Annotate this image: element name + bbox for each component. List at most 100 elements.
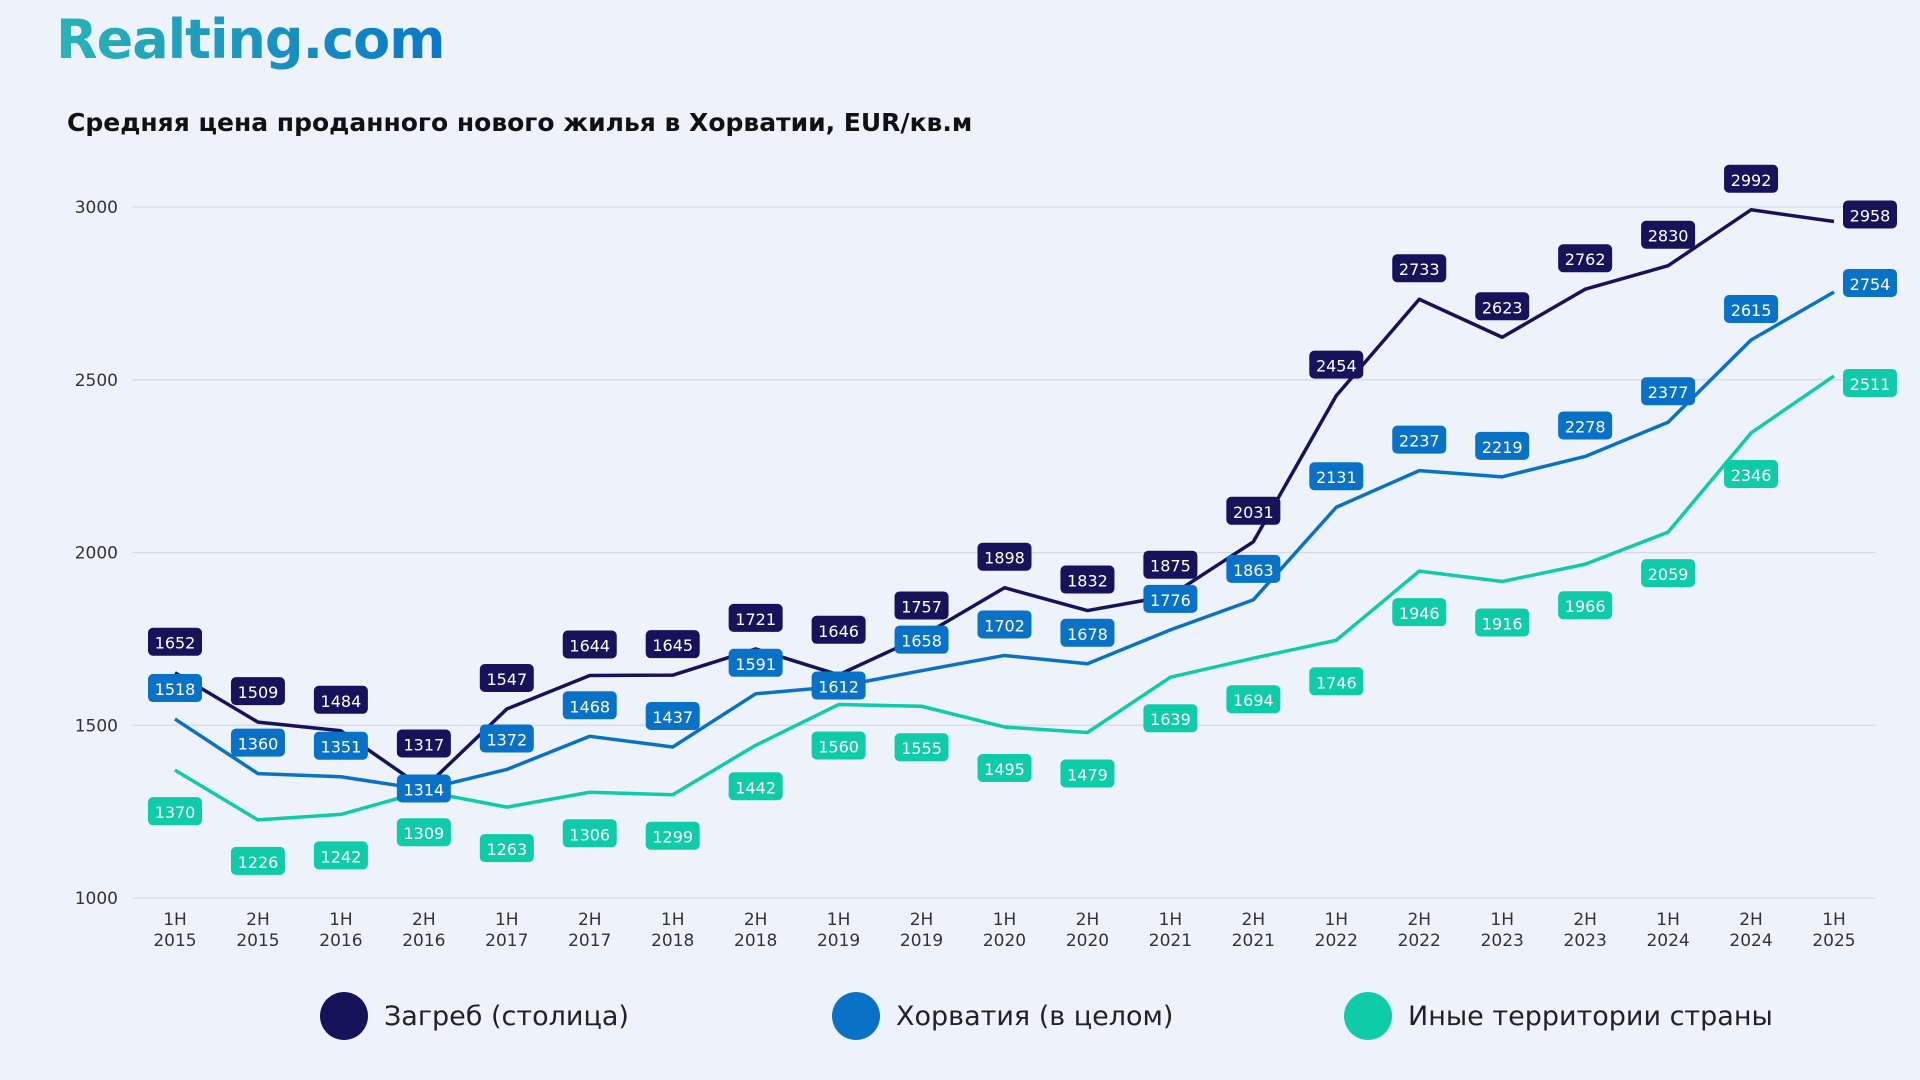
data-label: 1946 (1392, 598, 1447, 627)
data-label-bg (230, 677, 285, 706)
x-tick-year: 2019 (817, 931, 860, 951)
data-label: 1832 (1060, 565, 1115, 594)
data-label-text: 2754 (1850, 275, 1891, 294)
x-tick-half: 2H (744, 910, 768, 930)
data-label-bg (1143, 550, 1198, 579)
data-label-bg (1641, 220, 1696, 249)
x-tick-half: 1H (1159, 910, 1183, 930)
data-label-text: 1360 (238, 735, 279, 754)
data-label-text: 2278 (1565, 417, 1606, 436)
x-tick-half: 1H (163, 910, 187, 930)
data-label: 1317 (396, 729, 451, 758)
data-label-text: 1263 (486, 840, 527, 859)
data-label: 2733 (1392, 254, 1447, 283)
data-label-bg (894, 591, 949, 620)
x-tick-year: 2016 (319, 931, 362, 951)
data-label: 1226 (230, 846, 285, 875)
series-line (174, 290, 1835, 792)
data-label: 1442 (728, 772, 783, 801)
data-label-bg (1558, 591, 1613, 620)
x-tick-half: 1H (329, 910, 353, 930)
data-label: 1370 (148, 797, 202, 826)
data-label-bg (1843, 268, 1897, 297)
data-label-bg (1143, 704, 1198, 733)
data-label: 1306 (562, 819, 617, 848)
data-label-text: 1757 (901, 597, 942, 616)
data-label-text: 1306 (569, 825, 610, 844)
data-label: 1547 (479, 664, 534, 693)
x-tick-half: 2H (1573, 910, 1597, 930)
x-tick-half: 1H (993, 910, 1017, 930)
data-label-text: 1652 (155, 634, 196, 653)
data-label: 2031 (1226, 496, 1281, 525)
data-label-text: 1644 (569, 636, 610, 655)
x-tick-label: 2H 2023 (1564, 910, 1607, 951)
data-label-bg (1226, 496, 1281, 525)
data-label: 2059 (1641, 559, 1696, 588)
data-label: 1518 (148, 674, 202, 703)
data-label-bg (148, 797, 202, 826)
y-tick-label: 1500 (75, 716, 118, 736)
data-label-bg (728, 772, 783, 801)
data-label: 1591 (728, 648, 783, 677)
series-line (174, 208, 1835, 791)
legend-item-zagreb: Загреб (столица) (320, 992, 629, 1040)
data-label-bg (396, 818, 451, 847)
legend-item-other: Иные территории страны (1344, 992, 1773, 1040)
x-tick-label: 1H 2016 (319, 910, 362, 951)
data-label-text: 1314 (403, 781, 444, 800)
data-label-text: 1776 (1150, 591, 1191, 610)
data-label-text: 1639 (1150, 710, 1191, 729)
data-label-bg (562, 691, 617, 720)
data-label-bg (1392, 254, 1447, 283)
data-label-bg (230, 846, 285, 875)
x-tick-label: 2H 2024 (1729, 910, 1772, 951)
data-label-bg (562, 630, 617, 659)
data-label-text: 2131 (1316, 468, 1357, 487)
data-label-text: 1591 (735, 655, 776, 674)
data-label: 1495 (977, 753, 1032, 782)
x-tick-year: 2017 (568, 931, 611, 951)
x-tick-year: 2024 (1646, 931, 1689, 951)
data-label-bg (1843, 368, 1897, 397)
data-label: 1360 (230, 728, 285, 757)
data-label-bg (230, 728, 285, 757)
data-label: 1468 (562, 691, 617, 720)
x-tick-half: 1H (495, 910, 519, 930)
data-label-bg (1558, 244, 1613, 273)
x-tick-half: 2H (910, 910, 934, 930)
data-label-bg (811, 615, 866, 644)
data-label-bg (1641, 559, 1696, 588)
data-label: 1863 (1226, 554, 1281, 583)
data-label: 1299 (645, 821, 700, 850)
data-label-bg (479, 724, 534, 753)
data-label-text: 1946 (1399, 604, 1440, 623)
data-label-bg (1475, 608, 1530, 637)
data-label-text: 1309 (403, 824, 444, 843)
data-label-bg (1309, 462, 1364, 491)
data-label-text: 1658 (901, 632, 942, 651)
x-tick-half: 2H (412, 910, 436, 930)
data-label-bg (1060, 759, 1115, 788)
x-tick-label: 1H 2017 (485, 910, 528, 951)
data-label-bg (313, 685, 368, 714)
x-tick-half: 1H (1490, 910, 1514, 930)
x-tick-year: 2015 (153, 931, 196, 951)
data-label-bg (1475, 431, 1530, 460)
data-label-bg (479, 664, 534, 693)
data-label-bg (728, 648, 783, 677)
data-label-text: 2958 (1850, 207, 1891, 226)
data-label: 2830 (1641, 220, 1696, 249)
data-label: 1263 (479, 834, 534, 863)
data-label-text: 2059 (1648, 565, 1689, 584)
data-label-text: 1372 (486, 730, 527, 749)
data-label-bg (1724, 459, 1779, 488)
x-tick-label: 2H 2022 (1398, 910, 1441, 951)
x-tick-year: 2024 (1729, 931, 1772, 951)
x-tick-label: 2H 2019 (900, 910, 943, 951)
data-label-bg (396, 774, 451, 803)
data-label-bg (1226, 685, 1281, 714)
y-tick-label: 2000 (75, 544, 118, 564)
data-label: 1479 (1060, 759, 1115, 788)
x-tick-label: 1H 2019 (817, 910, 860, 951)
